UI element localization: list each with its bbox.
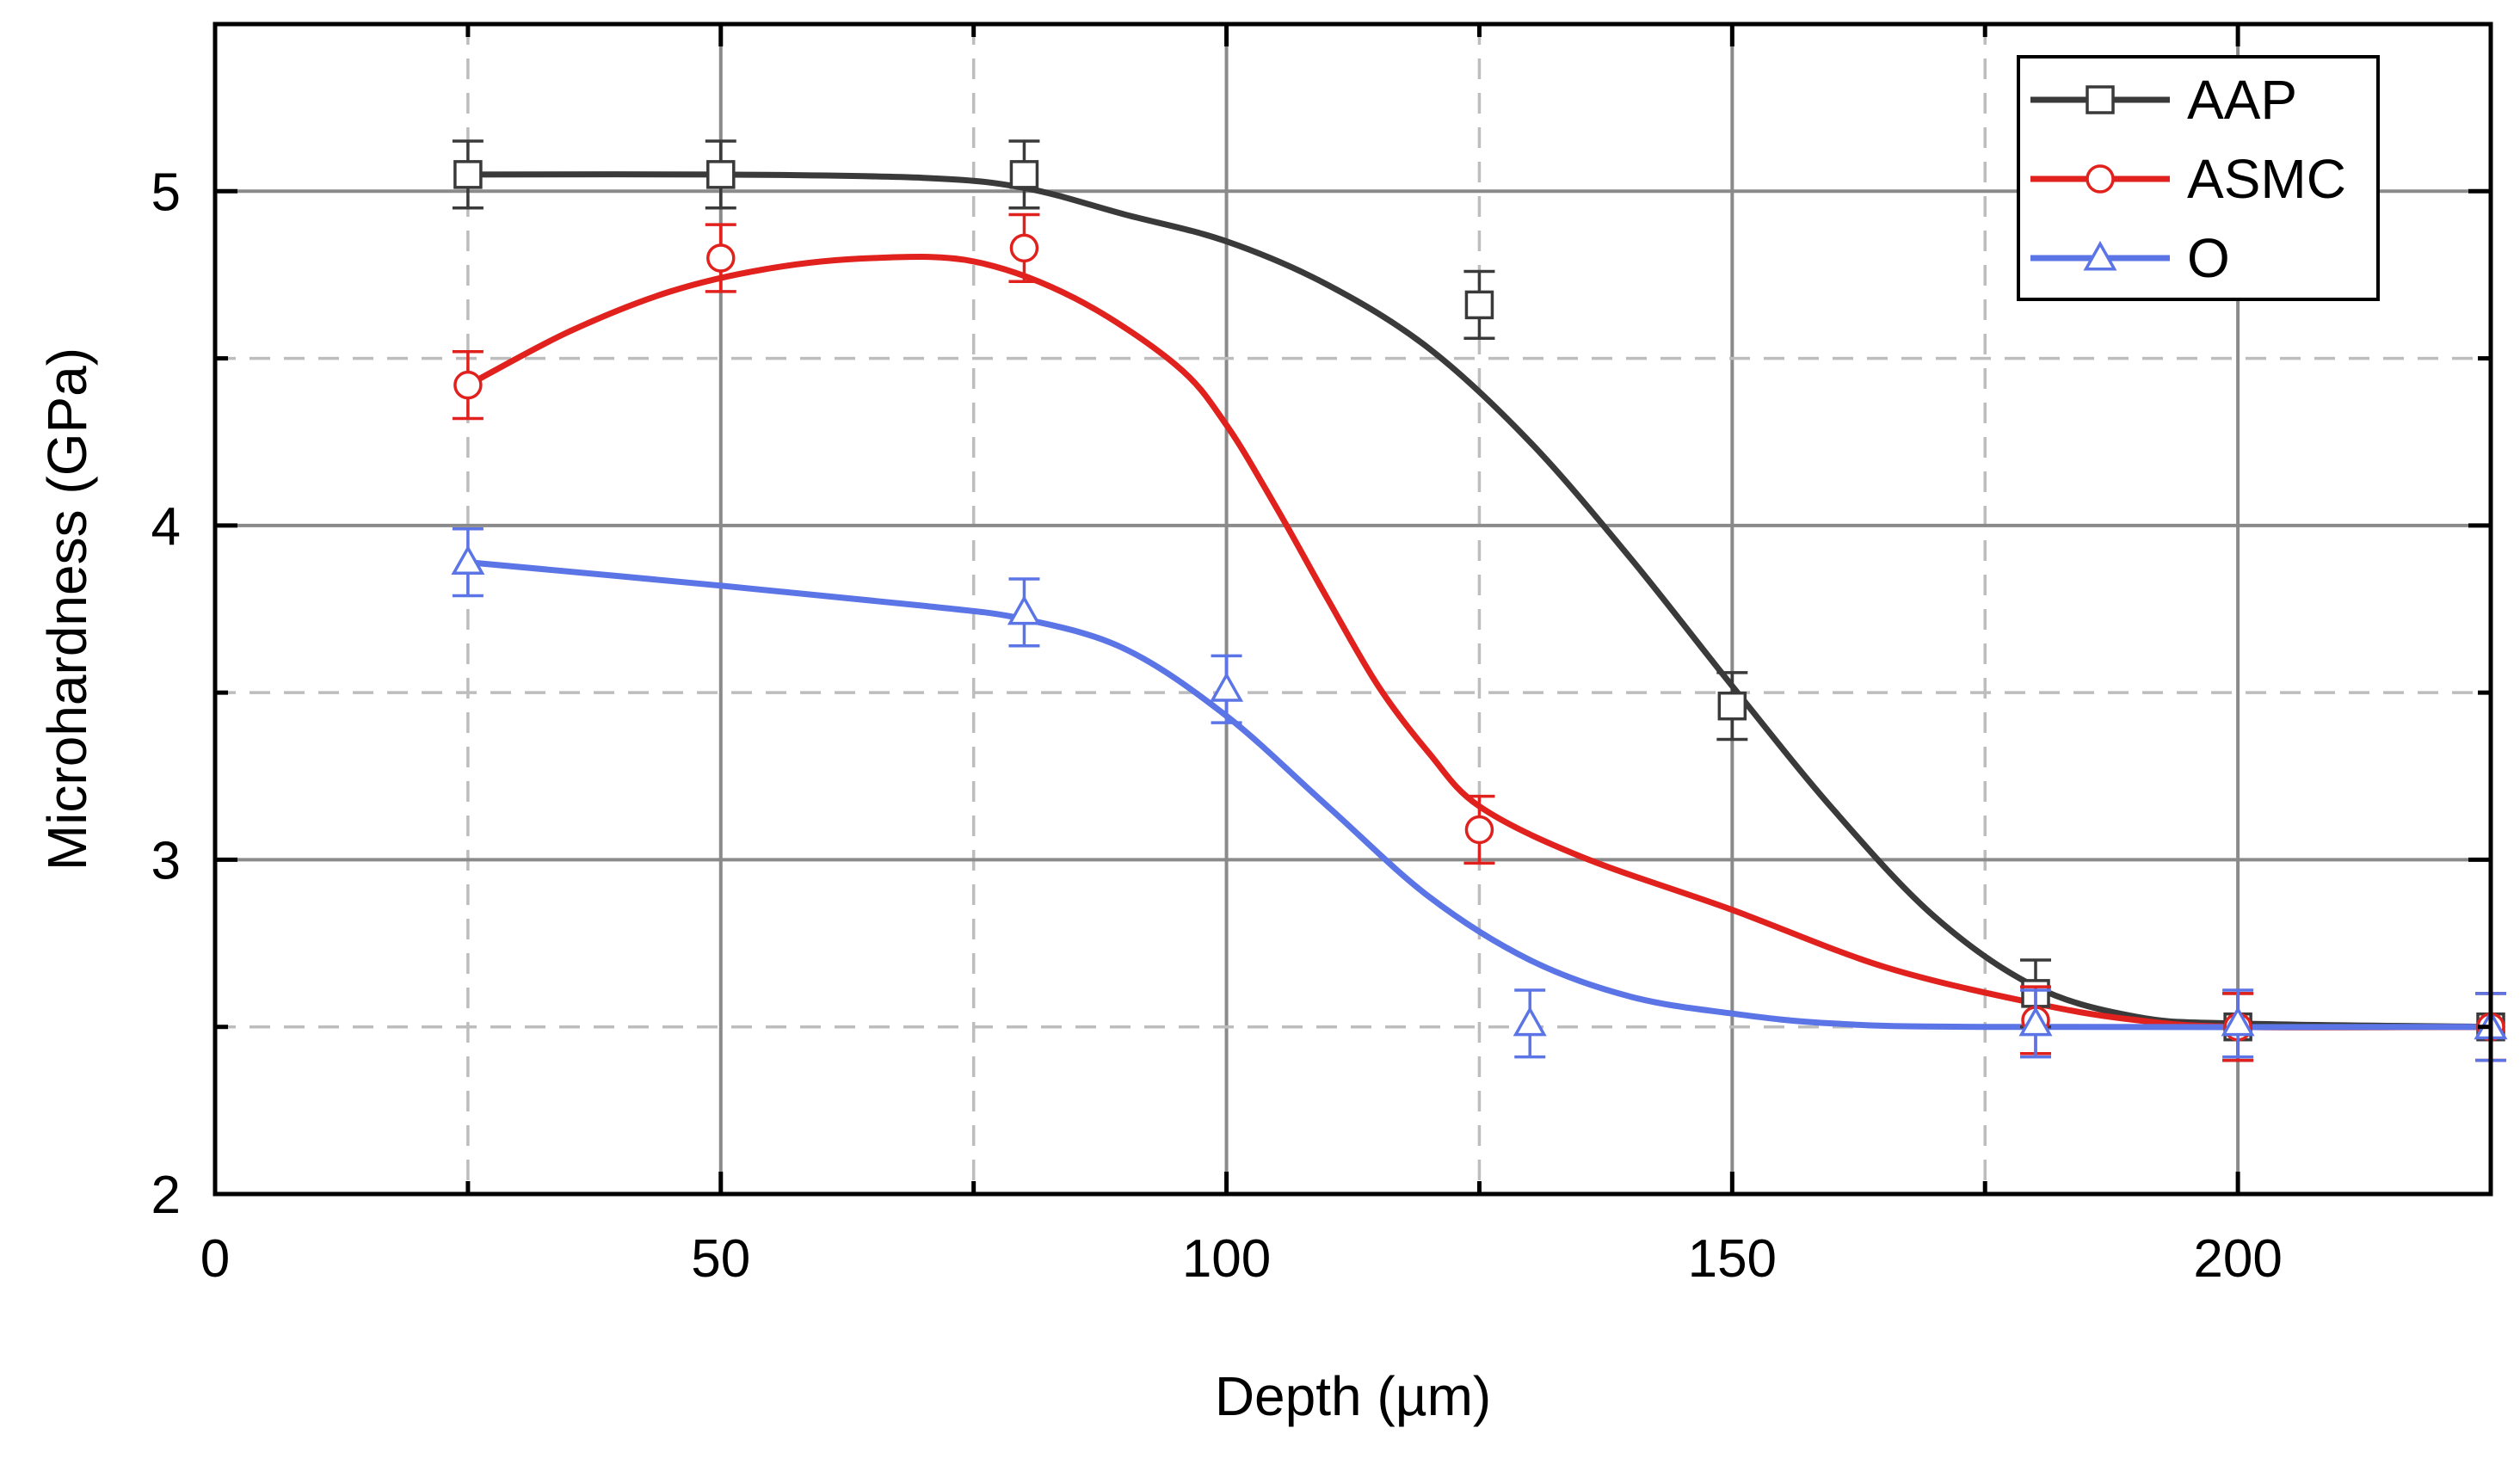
data-point-aap [1008, 139, 1040, 210]
marker-o [2221, 1006, 2255, 1037]
data-point-asmc [705, 223, 736, 293]
fit-curve-o [465, 559, 2494, 1031]
marker-o [2018, 1006, 2053, 1037]
data-point-o [1513, 988, 1547, 1059]
data-point-o [2018, 988, 2053, 1059]
data-point-o [451, 526, 485, 598]
plot-frame [213, 22, 2493, 1197]
data-point-o [2221, 988, 2255, 1059]
marker-asmc [1464, 815, 1494, 845]
marker-o [451, 545, 485, 576]
marker-aap [453, 160, 483, 189]
x-axis-title: Depth (µm) [1215, 1365, 1491, 1427]
x-tick-label: 50 [691, 1229, 750, 1289]
marker-o [1210, 672, 1244, 702]
gridlines [215, 24, 2491, 1194]
x-tick-label: 200 [2193, 1229, 2282, 1289]
x-tick-label: 100 [1182, 1229, 1271, 1289]
x-tick-label: 0 [200, 1229, 230, 1289]
marker-aap [1717, 691, 1747, 721]
marker-aap [1009, 160, 1039, 189]
marker-aap [1464, 290, 1494, 320]
y-tick-label: 5 [151, 163, 181, 222]
y-axis-title: Microhardness (GPa) [36, 348, 98, 871]
marker-asmc [453, 370, 483, 400]
data-point-asmc [1463, 794, 1495, 865]
legend: AAP ASMC O [2017, 55, 2380, 301]
marker-o [1007, 594, 1041, 625]
marker-aap [706, 160, 736, 189]
data-point-o [1007, 577, 1041, 648]
fit-curve-aap [465, 171, 2494, 1031]
y-tick-label: 3 [151, 831, 181, 890]
y-tick-label: 2 [151, 1166, 181, 1225]
data-point-aap [705, 139, 736, 210]
marker-o [1513, 1006, 1547, 1037]
marker-asmc [1009, 233, 1039, 263]
data-point-asmc [1008, 212, 1040, 283]
legend-marker-o [2083, 240, 2117, 271]
marker-asmc [706, 243, 736, 273]
legend-label-aap: AAP [2187, 69, 2297, 131]
axis-ticks: 0 50 100 150 200 2 3 4 5 [151, 24, 2493, 1289]
data-point-asmc [452, 350, 484, 421]
x-tick-label: 150 [1688, 1229, 1777, 1289]
legend-label-o: O [2187, 227, 2230, 289]
legend-marker-aap [2086, 85, 2115, 114]
legend-label-asmc: ASMC [2187, 148, 2346, 210]
data-point-aap [1463, 269, 1495, 341]
legend-marker-asmc [2086, 164, 2115, 194]
y-tick-label: 4 [151, 497, 181, 557]
data-point-aap [1716, 671, 1748, 742]
data-point-aap [452, 139, 484, 210]
data-point-o [1210, 654, 1244, 724]
